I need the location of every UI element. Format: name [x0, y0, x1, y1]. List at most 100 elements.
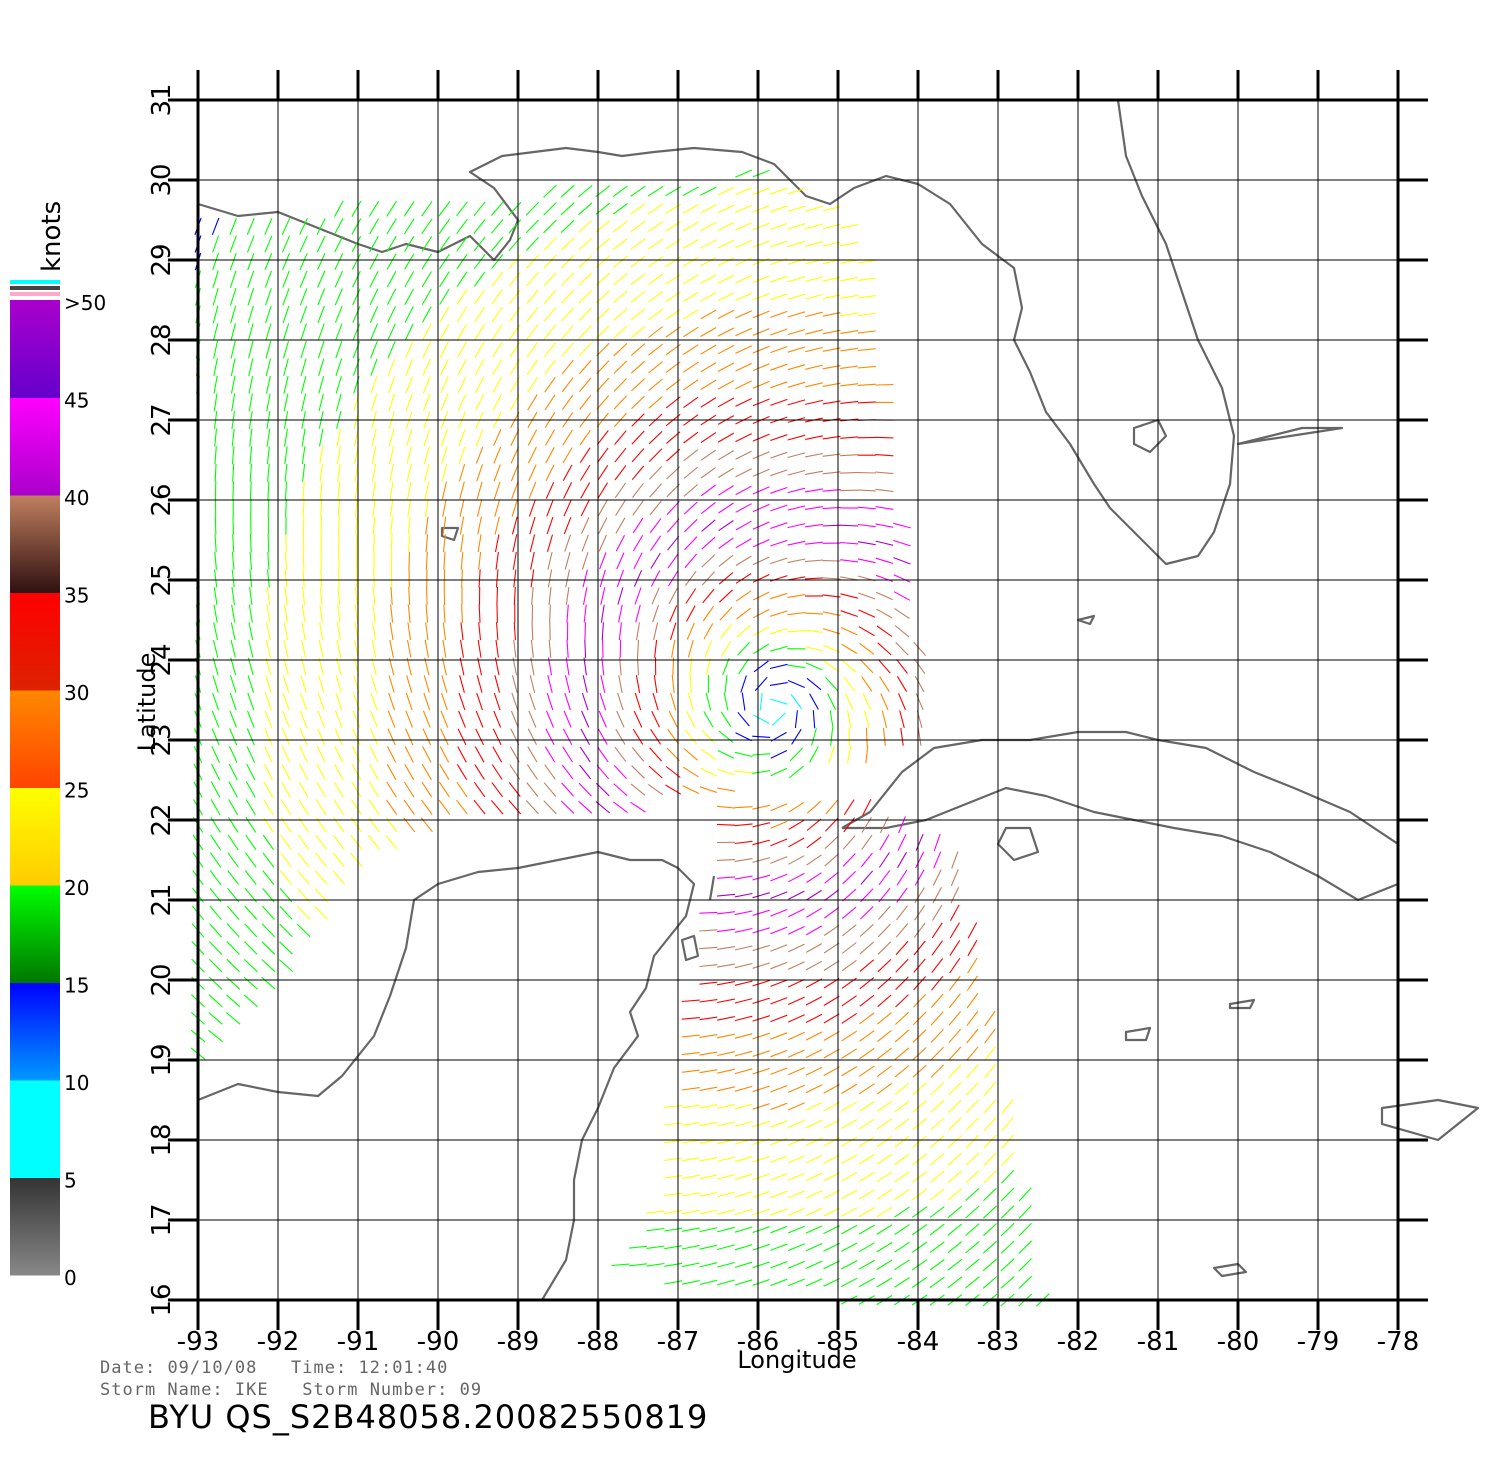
wind-vector: [320, 569, 323, 588]
wind-vector: [316, 235, 326, 253]
wind-vector: [543, 202, 557, 216]
wind-vector: [263, 799, 274, 816]
wind-vector: [389, 639, 394, 658]
wind-vector: [844, 693, 854, 711]
wind-vector: [671, 675, 675, 693]
wind-vector: [1001, 1169, 1015, 1184]
wind-vector: [248, 639, 254, 658]
wind-vector: [598, 534, 607, 552]
wind-vector: [613, 342, 628, 357]
wind-vector: [510, 710, 519, 728]
wind-vector: [770, 1032, 788, 1040]
wind-vector: [526, 306, 539, 322]
wind-vector: [442, 639, 447, 658]
wind-vector: [824, 871, 839, 884]
wind-vector: [860, 659, 874, 674]
wind-vector: [561, 394, 574, 411]
wind-vector: [211, 745, 220, 763]
wind-vector: [403, 781, 415, 798]
wind-vector: [208, 1029, 223, 1043]
wind-vector: [386, 218, 397, 235]
wind-vector: [752, 222, 770, 231]
wind-vector: [407, 534, 411, 553]
wind-vector: [671, 639, 676, 658]
wind-vector: [318, 657, 325, 676]
wind-vector: [284, 463, 288, 482]
wind-vector: [578, 237, 593, 251]
wind-vector: [699, 1209, 718, 1215]
wind-vector: [477, 639, 482, 658]
wind-vector: [544, 746, 556, 763]
wind-vector: [232, 481, 235, 500]
wind-vector: [618, 675, 623, 693]
wind-vector: [301, 622, 306, 641]
wind-vector: [560, 289, 575, 304]
wind-vector: [841, 995, 857, 1007]
wind-vector: [805, 382, 823, 388]
wind-vector: [915, 833, 924, 851]
wind-vector: [612, 220, 628, 233]
wind-vector: [476, 499, 483, 517]
wind-vector: [770, 346, 788, 354]
wind-vector: [405, 692, 413, 711]
wind-vector: [600, 587, 606, 605]
wind-vector: [737, 711, 750, 727]
wind-vector: [700, 221, 717, 232]
wind-vector: [717, 257, 735, 267]
wind-vector: [441, 446, 448, 464]
wind-vector: [965, 1240, 980, 1254]
wind-vector: [421, 799, 433, 815]
wind-vector: [318, 428, 324, 447]
wind-vector: [562, 728, 573, 745]
wind-vector: [699, 1227, 718, 1233]
wind-vector: [788, 908, 805, 918]
wind-vector: [281, 781, 291, 798]
wind-vector: [628, 1245, 648, 1249]
wind-vector: [950, 904, 960, 921]
wind-vector: [875, 574, 893, 583]
wind-vector: [913, 658, 926, 675]
wind-vector: [319, 481, 323, 500]
wind-vector: [983, 1170, 997, 1184]
wind-vector: [805, 311, 823, 318]
wind-vector: [983, 1187, 997, 1202]
wind-vector: [805, 1154, 823, 1164]
wind-vector: [582, 675, 588, 693]
wind-vector: [474, 376, 485, 394]
wind-vector: [475, 394, 484, 411]
wind-vector: [284, 428, 288, 447]
wind-vector: [1018, 1275, 1033, 1289]
wind-vector: [475, 429, 484, 447]
wind-vector: [770, 187, 788, 195]
wind-vector: [787, 1119, 805, 1129]
wind-vector: [965, 1187, 980, 1201]
wind-vector: [857, 489, 876, 492]
wind-vector: [630, 185, 646, 197]
wind-vector: [615, 534, 625, 552]
wind-vector: [617, 692, 624, 711]
wind-vector: [332, 834, 345, 850]
wind-vector: [249, 463, 253, 482]
wind-vector: [425, 551, 428, 570]
wind-vector: [265, 675, 272, 693]
wind-vector: [511, 499, 519, 517]
wind-vector: [686, 622, 695, 640]
wind-vector: [787, 1155, 805, 1164]
wind-vector: [596, 430, 609, 446]
wind-vector: [510, 464, 519, 482]
wind-vector: [682, 239, 699, 249]
wind-vector: [949, 940, 961, 956]
wind-vector: [404, 236, 415, 252]
wind-vector: [618, 622, 622, 641]
wind-vector: [859, 923, 874, 937]
wind-vector: [544, 342, 556, 358]
wind-vector: [474, 359, 485, 376]
wind-vector: [882, 727, 886, 746]
wind-vector: [282, 288, 290, 306]
wind-vector: [495, 551, 499, 570]
wind-vector: [686, 710, 696, 728]
wind-vector: [457, 393, 467, 411]
wind-vector: [424, 481, 430, 500]
wind-vector: [895, 642, 909, 656]
